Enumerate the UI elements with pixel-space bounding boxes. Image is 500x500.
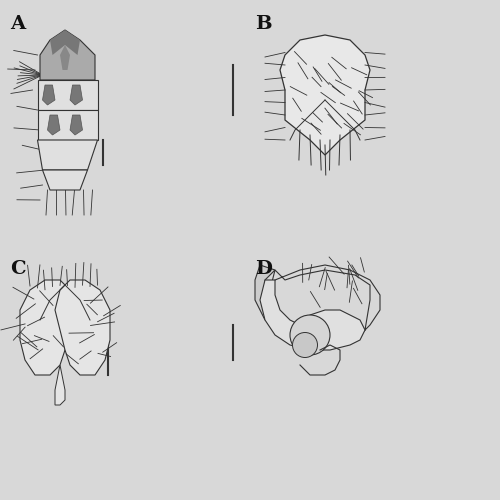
Polygon shape xyxy=(55,365,65,405)
Polygon shape xyxy=(50,30,80,55)
Polygon shape xyxy=(42,170,88,190)
Text: A: A xyxy=(10,15,25,33)
Polygon shape xyxy=(38,110,98,140)
Polygon shape xyxy=(40,30,95,80)
Polygon shape xyxy=(38,80,98,110)
Text: C: C xyxy=(10,260,26,278)
Polygon shape xyxy=(70,115,82,135)
Polygon shape xyxy=(260,280,365,350)
Polygon shape xyxy=(55,280,110,375)
Polygon shape xyxy=(48,115,60,135)
Circle shape xyxy=(290,315,330,355)
Circle shape xyxy=(292,332,318,357)
Polygon shape xyxy=(38,140,98,170)
Polygon shape xyxy=(255,265,275,320)
Polygon shape xyxy=(70,85,82,105)
Polygon shape xyxy=(60,45,70,70)
Polygon shape xyxy=(20,280,75,375)
Polygon shape xyxy=(270,265,380,335)
Text: B: B xyxy=(255,15,272,33)
Polygon shape xyxy=(280,35,370,155)
Polygon shape xyxy=(42,85,55,105)
Text: D: D xyxy=(255,260,272,278)
